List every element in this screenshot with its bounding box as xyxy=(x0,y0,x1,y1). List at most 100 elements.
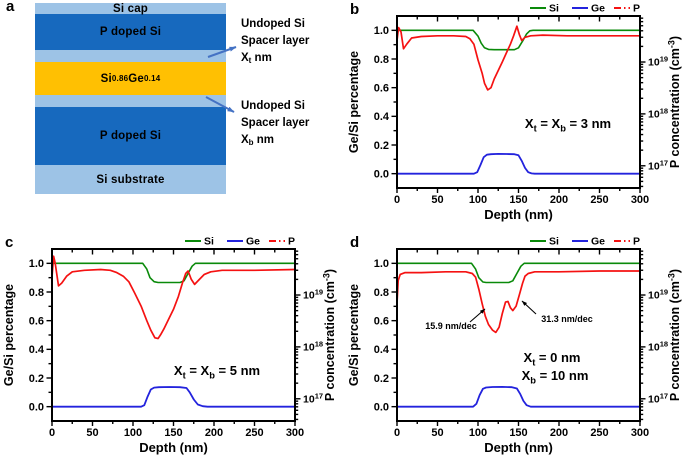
callout-line: Undoped Si xyxy=(241,18,305,30)
series-ge-line xyxy=(397,152,640,175)
layer-si-cap: Si cap xyxy=(35,3,226,15)
y-left-tick-label: 0.4 xyxy=(374,111,390,123)
annotation-arrow-1 xyxy=(521,300,537,315)
y-left-tick-label: 0.4 xyxy=(29,344,45,356)
x-tick-label: 150 xyxy=(509,194,527,206)
x-axis-title: Depth (nm) xyxy=(484,207,553,222)
y-left-tick-label: 0.6 xyxy=(29,315,44,327)
callout-line: Spacer layer xyxy=(241,35,310,47)
legend-label-si: Si xyxy=(549,236,559,248)
x-tick-label: 50 xyxy=(431,194,443,206)
y-right-axis-title: P concentration (cm-3) xyxy=(667,269,683,401)
y-right-tick-label: 1017 xyxy=(648,392,668,406)
y-left-tick-label: 0.2 xyxy=(29,373,44,385)
series-p-line xyxy=(397,25,640,91)
chart-annotation-3: 31.3 nm/dec xyxy=(541,314,593,324)
y-right-tick-label: 1018 xyxy=(303,340,323,354)
x-tick-label: 250 xyxy=(590,194,608,206)
y-left-tick-label: 0.2 xyxy=(374,373,389,385)
plot-frame xyxy=(396,15,641,189)
callout-arrows-overlay xyxy=(205,46,237,113)
x-axis-title: Depth (nm) xyxy=(139,440,208,455)
y-left-tick-label: 0.8 xyxy=(374,54,389,66)
y-right-axis-title: P concentration (cm-3) xyxy=(322,269,338,401)
series-p-line xyxy=(397,270,640,334)
layer-undoped-si-spacer-bottom xyxy=(35,95,226,107)
y-left-tick-label: 0.8 xyxy=(374,287,389,299)
y-right-axis-title: P concentration (cm-3) xyxy=(667,36,683,168)
x-tick-label: 50 xyxy=(431,427,443,439)
x-tick-label: 100 xyxy=(124,427,142,439)
x-tick-label: 300 xyxy=(286,427,304,439)
y-left-tick-label: 0.0 xyxy=(374,168,389,180)
layer-stack: Si cap P doped Si Si 0.86 Ge 0.14 P doped Si Si… xyxy=(35,3,226,194)
y-left-axis-title: Ge/Si percentage xyxy=(347,51,361,153)
chart-svg-c: 0 50 100 150 200 250 300 0.0 0.2 0.4 0.6 0.8 1.0 1017… xyxy=(2,234,338,455)
callout-arrow-bottom xyxy=(205,96,235,113)
y-left-tick-label: 1.0 xyxy=(374,258,389,270)
y-right-tick-label: 1017 xyxy=(648,159,668,173)
panel-d-label: d xyxy=(350,234,359,251)
series-si-line xyxy=(52,262,295,284)
y-left-tick-label: 0.0 xyxy=(29,401,44,413)
chart-svg-d: 0 50 100 150 200 250 300 0.0 0.2 0.4 0.6 0.8 1.0 1017… xyxy=(347,234,683,455)
series-si-line xyxy=(397,262,640,284)
series-ge-line xyxy=(52,386,295,408)
annotation-arrow-0 xyxy=(469,308,486,323)
panel-a-schematic: a Si cap P doped Si Si 0.86 Ge 0.14 P doped Si… xyxy=(0,0,345,233)
layer-sige-layer: Si 0.86 Ge 0.14 xyxy=(35,62,226,95)
x-tick-label: 300 xyxy=(631,427,649,439)
panel-a-label: a xyxy=(6,0,15,15)
y-left-tick-label: 0.0 xyxy=(374,401,389,413)
x-tick-label: 0 xyxy=(49,427,55,439)
panel-b-chart: 0 50 100 150 200 250 300 0.0 0.2 0.4 0.6 0.8 1.0 1017… xyxy=(345,0,685,233)
spacer-callout-bottom: Undoped Si Spacer layer Xb nm xyxy=(241,98,309,151)
legend-label-ge: Ge xyxy=(246,236,260,248)
y-right-tick-label: 1017 xyxy=(303,392,323,406)
axis-ticks xyxy=(391,249,646,426)
x-tick-label: 250 xyxy=(590,427,608,439)
y-left-tick-label: 1.0 xyxy=(374,25,389,37)
panel-b-label: b xyxy=(350,1,359,18)
panel-c-chart: 0 50 100 150 200 250 300 0.0 0.2 0.4 0.6 0.8 1.0 1017… xyxy=(0,233,340,466)
layer-undoped-si-spacer-top xyxy=(35,50,226,62)
y-right-tick-label: 1019 xyxy=(648,55,668,69)
legend-label-si: Si xyxy=(204,236,214,248)
chart-svg-b: 0 50 100 150 200 250 300 0.0 0.2 0.4 0.6 0.8 1.0 1017… xyxy=(347,1,683,222)
x-tick-label: 200 xyxy=(205,427,223,439)
legend-label-p: P xyxy=(288,236,295,248)
callout-line: Xb nm xyxy=(241,134,275,147)
plot-frame xyxy=(51,248,296,422)
callout-line: Spacer layer xyxy=(241,117,310,129)
x-tick-label: 100 xyxy=(469,194,487,206)
x-tick-label: 150 xyxy=(164,427,182,439)
chart-annotation-2: 15.9 nm/dec xyxy=(425,321,477,331)
x-tick-label: 250 xyxy=(245,427,263,439)
x-tick-label: 200 xyxy=(550,194,568,206)
y-right-tick-label: 1019 xyxy=(303,288,323,302)
y-left-tick-label: 0.6 xyxy=(374,315,389,327)
x-tick-label: 150 xyxy=(509,427,527,439)
x-tick-label: 0 xyxy=(394,194,400,206)
chart-annotation-0: Xt = Xb = 5 nm xyxy=(174,363,260,380)
x-tick-label: 50 xyxy=(86,427,98,439)
legend: Si Ge P xyxy=(530,3,640,15)
x-axis-title: Depth (nm) xyxy=(484,440,553,455)
callout-line: Xt nm xyxy=(241,52,272,65)
legend-label-p: P xyxy=(633,3,640,15)
y-right-tick-label: 1018 xyxy=(648,340,668,354)
x-tick-label: 300 xyxy=(631,194,649,206)
series-ge-line xyxy=(397,385,640,408)
chart-annotation-0: Xt = 0 nm xyxy=(524,350,581,367)
y-left-axis-title: Ge/Si percentage xyxy=(2,284,16,386)
legend-label-p: P xyxy=(633,236,640,248)
layer-p-doped-si-top: P doped Si xyxy=(35,14,226,50)
spacer-callout-top: Undoped Si Spacer layer Xt nm xyxy=(241,16,309,69)
series-p-line xyxy=(52,255,295,340)
legend-label-ge: Ge xyxy=(591,3,605,15)
legend: Si Ge P xyxy=(530,236,640,248)
plot-frame xyxy=(396,248,641,422)
legend: Si Ge P xyxy=(185,236,295,248)
legend-label-si: Si xyxy=(549,3,559,15)
